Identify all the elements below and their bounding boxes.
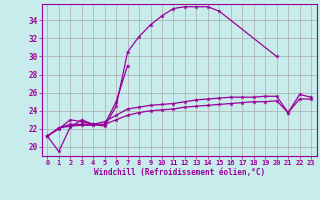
X-axis label: Windchill (Refroidissement éolien,°C): Windchill (Refroidissement éolien,°C) [94, 168, 265, 177]
